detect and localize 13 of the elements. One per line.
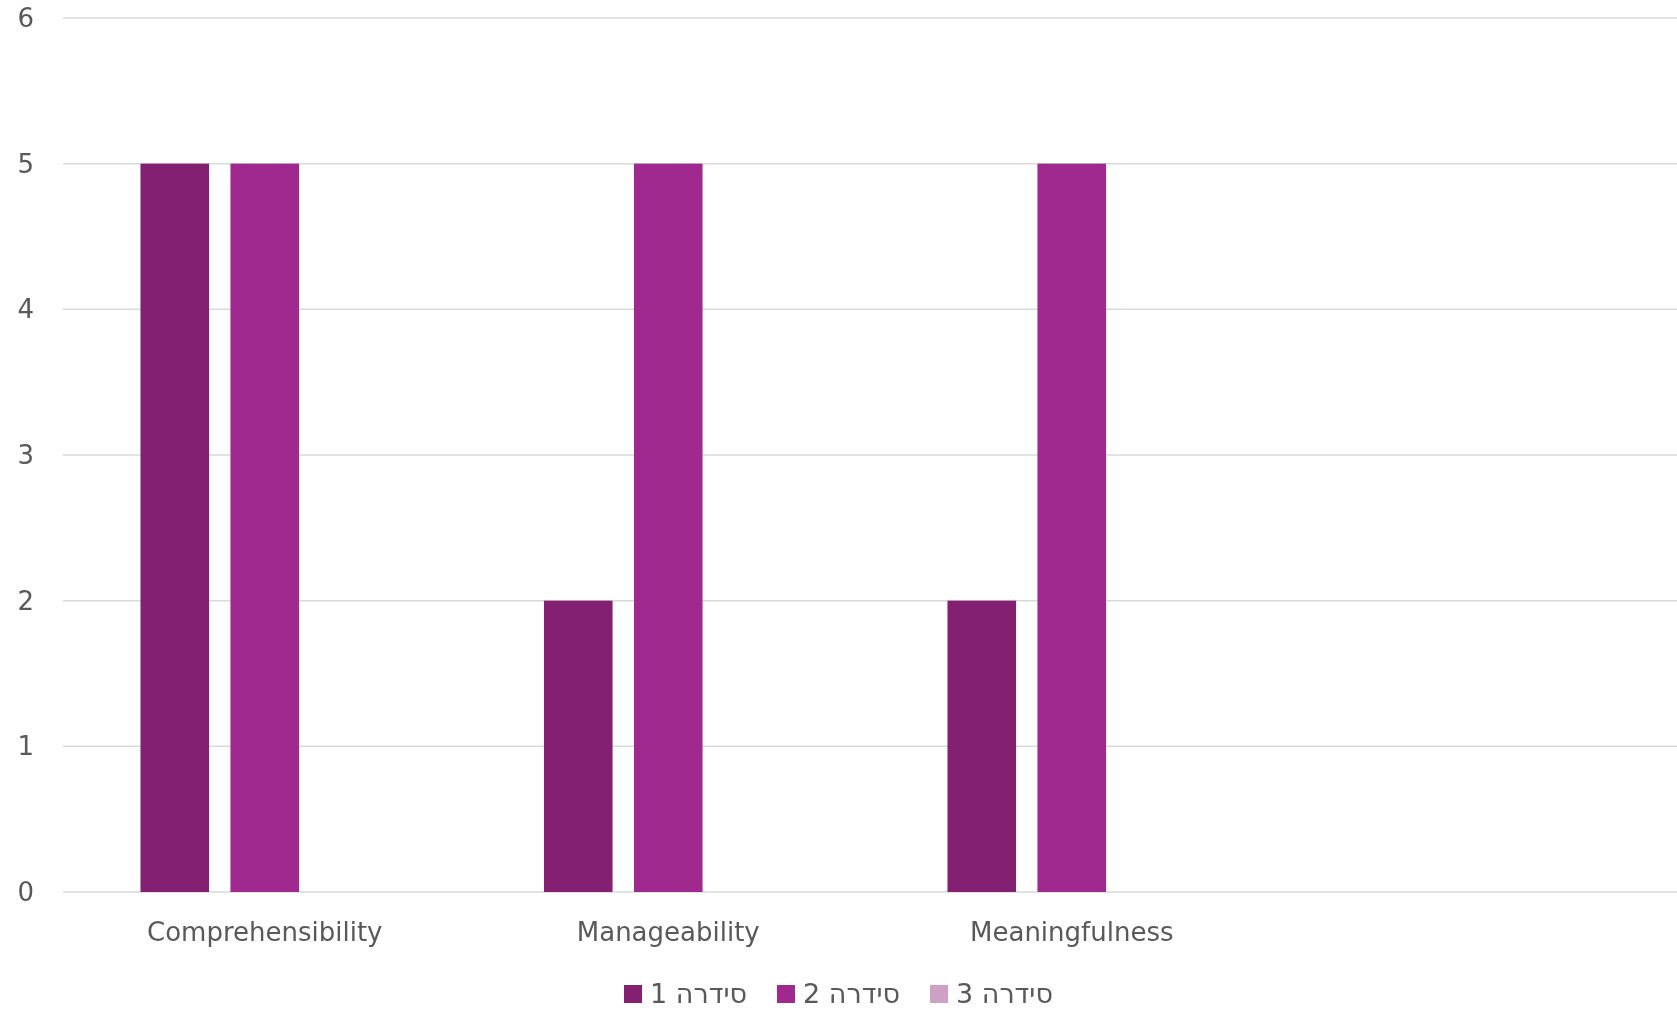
y-tick-label: 4 (17, 294, 34, 325)
legend-label: סידרה 2 (803, 978, 900, 1009)
legend-label: סידרה 1 (650, 978, 748, 1009)
y-tick-label: 6 (17, 3, 34, 33)
x-tick-label: Comprehensibility (147, 917, 383, 947)
x-tick-label: Meaningfulness (970, 917, 1174, 947)
y-tick-label: 5 (17, 148, 34, 179)
y-tick-label: 2 (17, 585, 34, 616)
y-tick-label: 1 (17, 731, 34, 762)
y-tick-label: 3 (17, 440, 34, 470)
x-tick-label: Manageability (576, 917, 760, 947)
legend-label: סידרה 3 (955, 978, 1053, 1009)
y-tick-label: 0 (17, 877, 34, 907)
